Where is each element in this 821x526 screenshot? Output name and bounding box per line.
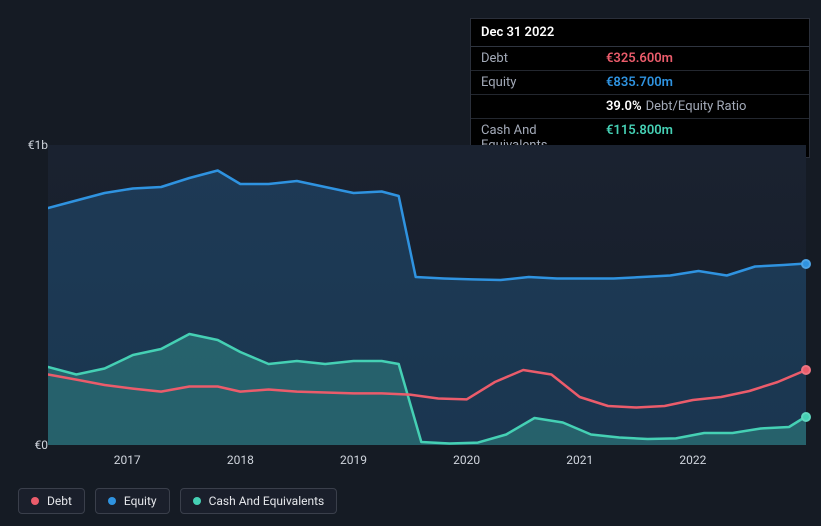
chart-area: €0 €1b 2017 2018 2019 2020 2021 2022	[18, 125, 806, 485]
legend-item-cash-and-equivalents[interactable]: Cash And Equivalents	[180, 488, 338, 514]
tooltip-row-value: €835.700m	[606, 75, 673, 90]
x-axis-tick-label: 2022	[679, 453, 706, 467]
chart-svg	[48, 145, 806, 445]
legend-dot	[31, 497, 39, 505]
tooltip-row: Equity€835.700m	[471, 71, 809, 95]
x-axis-tick-label: 2021	[566, 453, 593, 467]
x-axis-tick-label: 2017	[114, 453, 141, 467]
x-axis-tick-label: 2019	[340, 453, 367, 467]
legend-label: Debt	[47, 494, 72, 508]
chart-legend: Debt Equity Cash And Equivalents	[18, 488, 337, 514]
tooltip-row-label: Equity	[481, 75, 606, 90]
series-end-dot	[801, 365, 811, 375]
dashboard-chart-container: Dec 31 2022 Debt€325.600mEquity€835.700m…	[0, 0, 821, 526]
legend-label: Equity	[124, 494, 157, 508]
tooltip-row-value: 39.0%Debt/Equity Ratio	[606, 99, 746, 114]
x-axis-tick-label: 2020	[453, 453, 480, 467]
tooltip-row-label	[481, 99, 606, 114]
legend-dot	[193, 497, 201, 505]
legend-item-equity[interactable]: Equity	[95, 488, 170, 514]
legend-label: Cash And Equivalents	[209, 494, 325, 508]
series-end-dot	[801, 259, 811, 269]
legend-dot	[108, 497, 116, 505]
series-end-dot	[801, 412, 811, 422]
tooltip-date: Dec 31 2022	[471, 19, 809, 47]
tooltip-row: Debt€325.600m	[471, 47, 809, 71]
tooltip-row-value: €325.600m	[606, 51, 673, 66]
y-axis-tick-label: €1b	[20, 138, 48, 152]
tooltip-row: 39.0%Debt/Equity Ratio	[471, 95, 809, 119]
x-axis-tick-label: 2018	[227, 453, 254, 467]
legend-item-debt[interactable]: Debt	[18, 488, 85, 514]
y-axis-tick-label: €0	[20, 438, 48, 452]
tooltip-row-label: Debt	[481, 51, 606, 66]
chart-plot[interactable]	[48, 145, 806, 445]
tooltip-row-suffix: Debt/Equity Ratio	[646, 99, 747, 114]
